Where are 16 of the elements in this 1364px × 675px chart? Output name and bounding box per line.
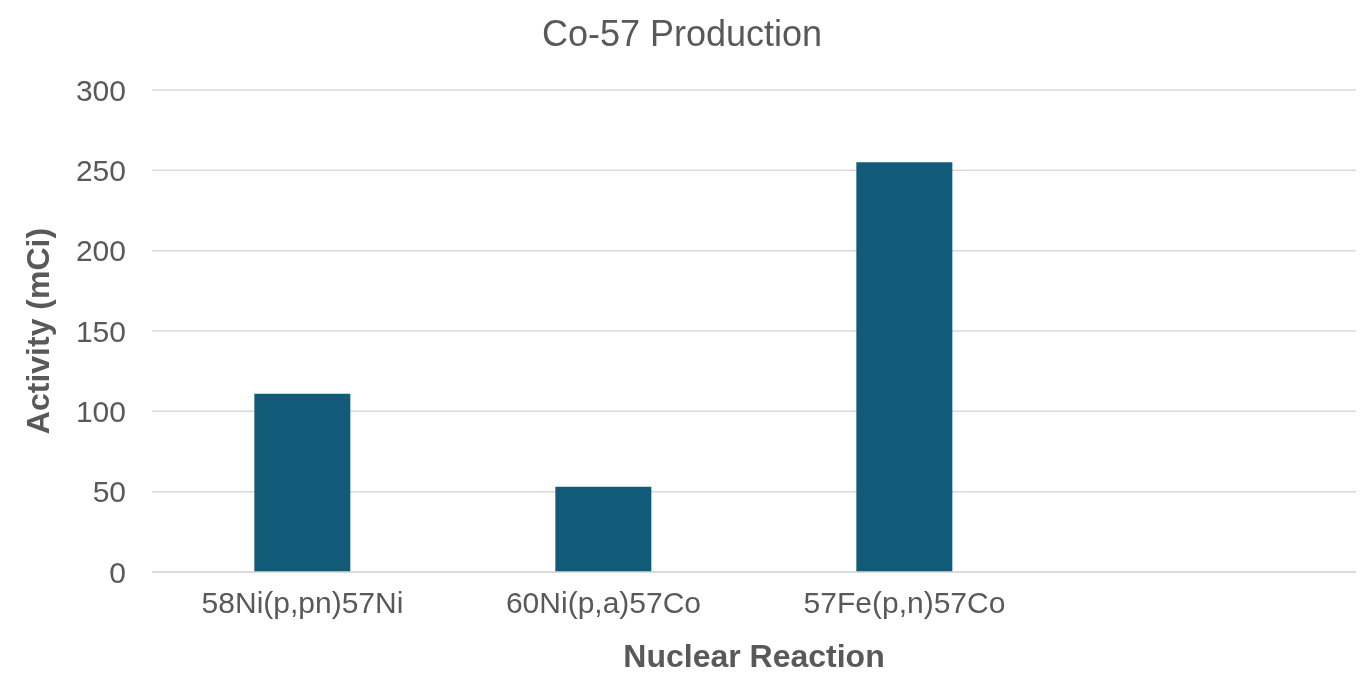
x-tick-label: 60Ni(p,a)57Co — [505, 586, 702, 620]
y-tick-label: 100 — [75, 394, 126, 428]
x-axis-title: Nuclear Reaction — [623, 638, 885, 674]
y-tick-label: 200 — [75, 234, 126, 268]
y-tick-label: 150 — [75, 314, 126, 348]
x-tick-label: 57Fe(p,n)57Co — [803, 586, 1006, 620]
y-axis-title: Activity (mCi) — [20, 227, 57, 435]
y-tick-label: 250 — [75, 153, 126, 187]
y-tick-label: 0 — [109, 555, 126, 589]
x-tick-label: 58Ni(p,pn)57Ni — [201, 586, 404, 620]
y-tick-label: 300 — [75, 73, 126, 107]
bar — [555, 486, 652, 572]
bar — [856, 162, 953, 572]
y-tick-label: 50 — [92, 475, 126, 509]
chart-title: Co-57 Production — [540, 12, 824, 56]
bar — [254, 393, 351, 572]
